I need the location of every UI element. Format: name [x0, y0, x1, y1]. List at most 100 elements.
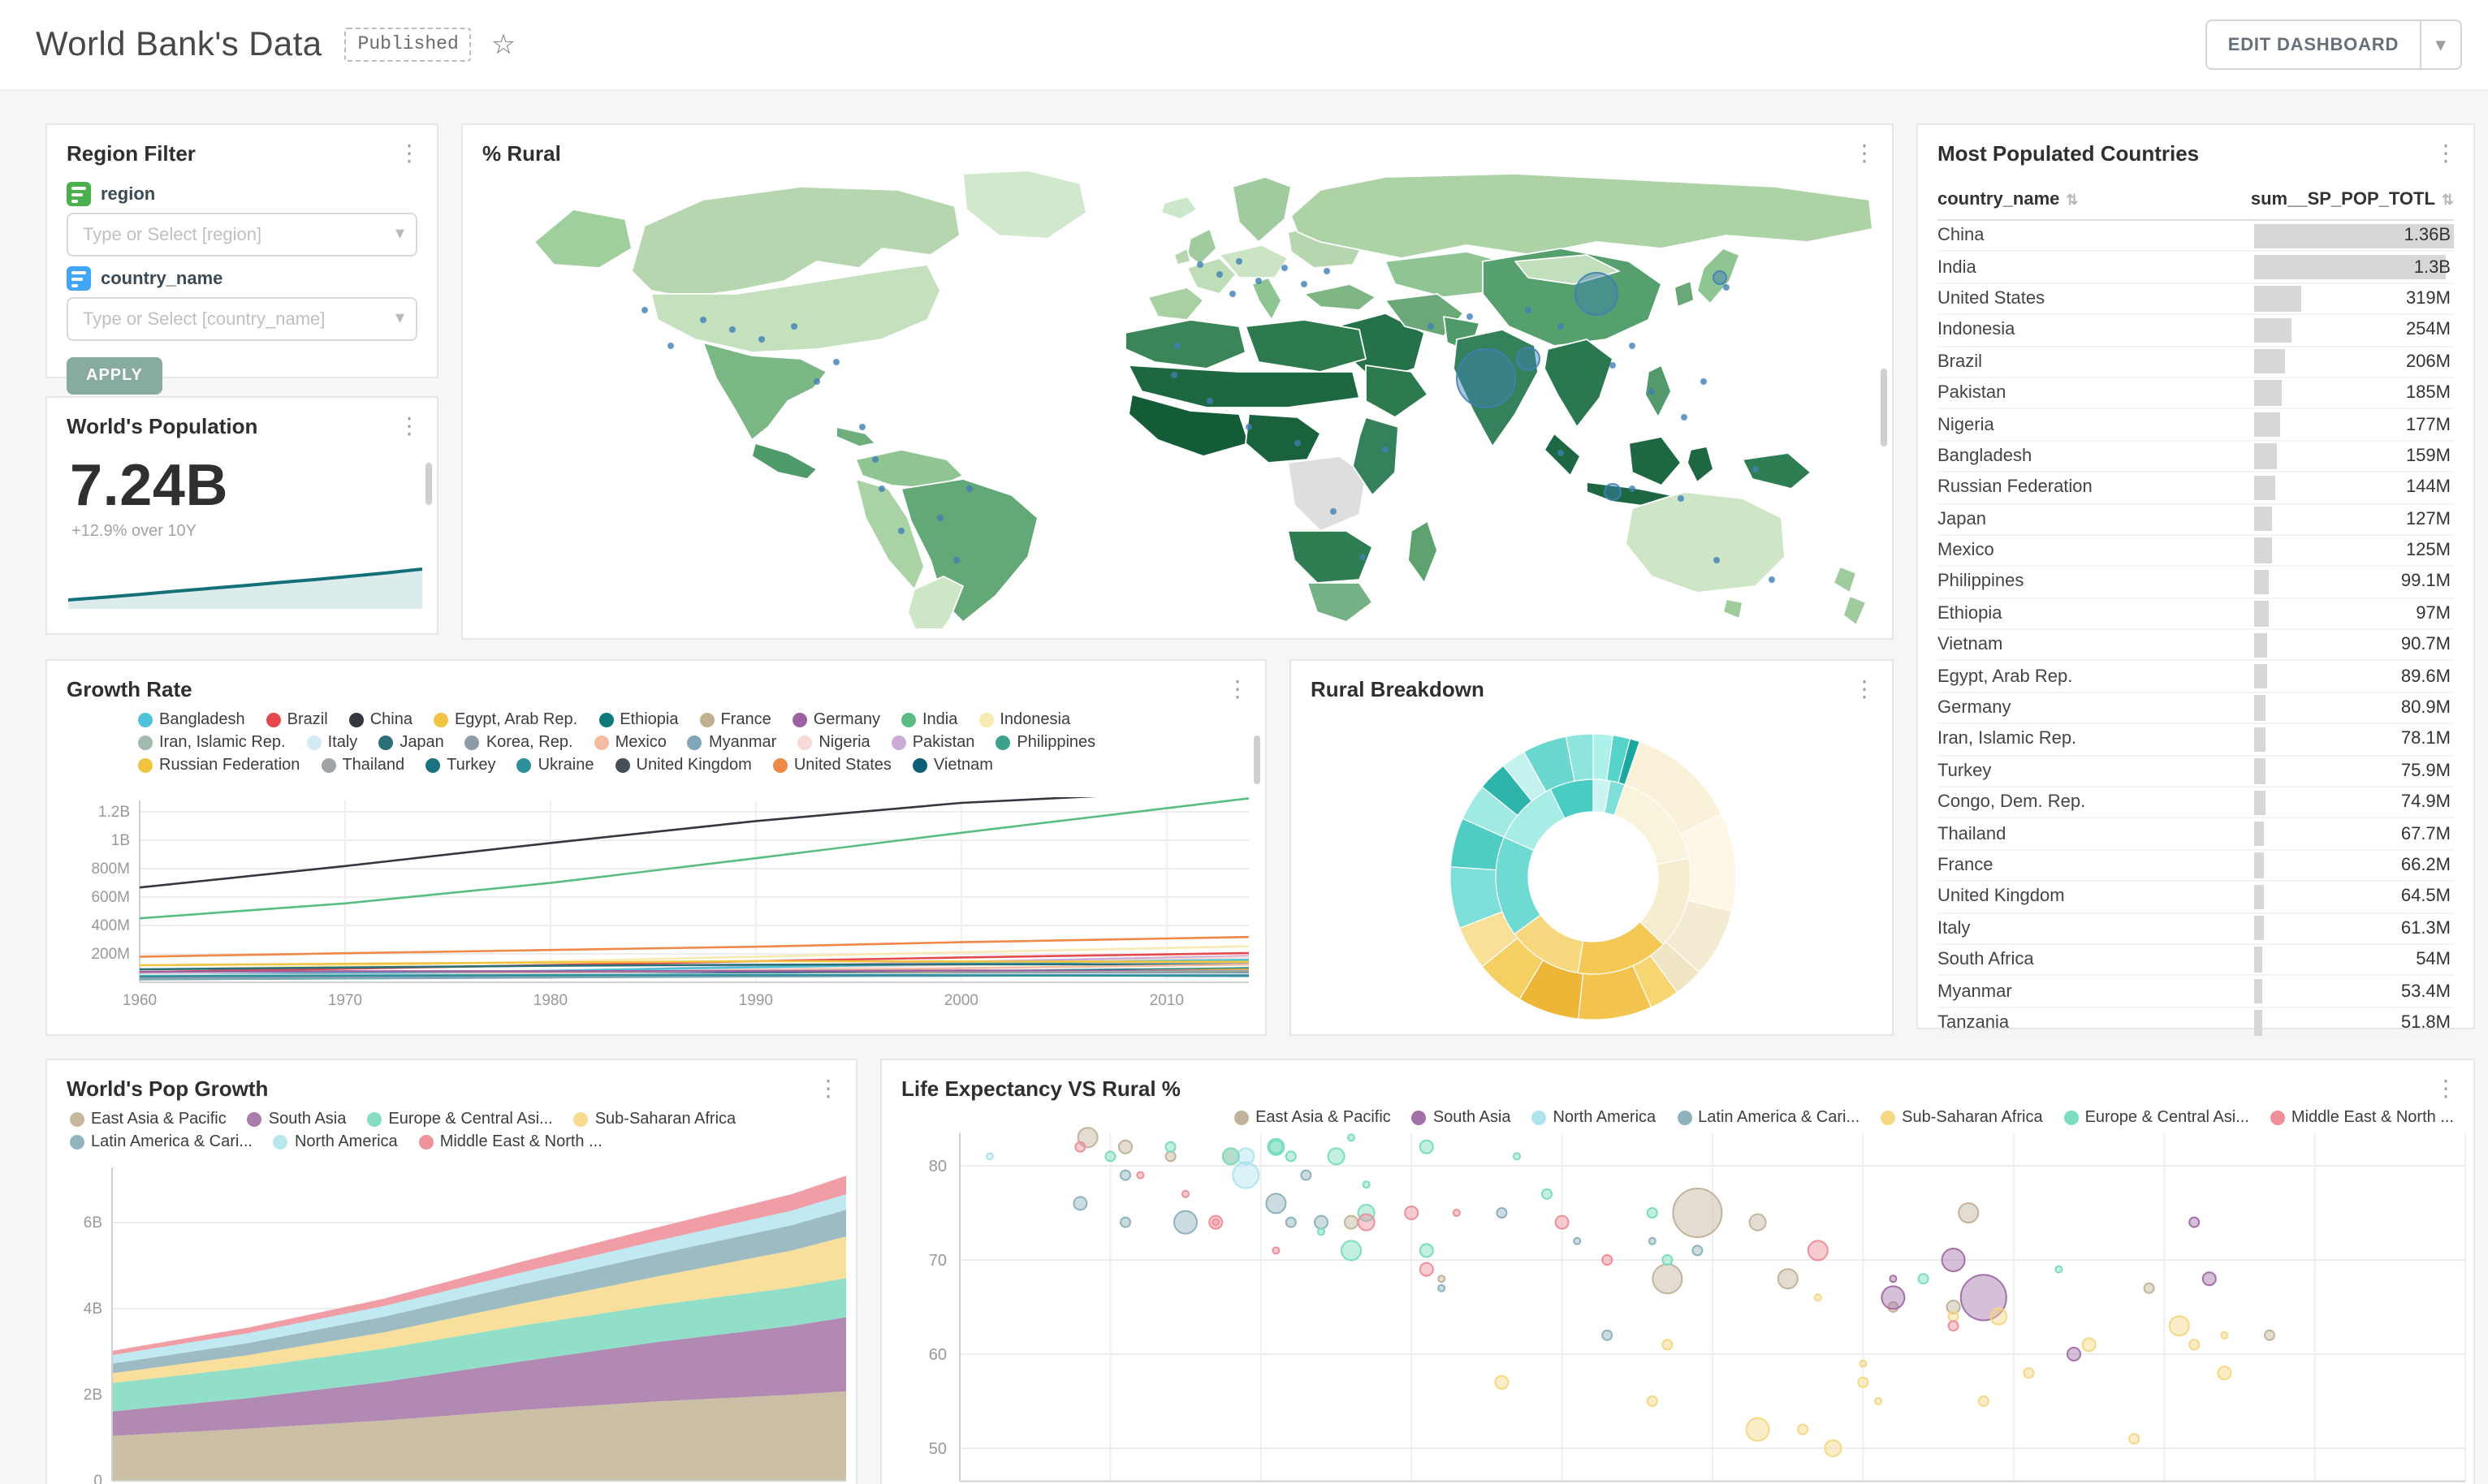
legend-item-north-america[interactable]: North America — [1531, 1109, 1656, 1127]
legend-item-indonesia[interactable]: Indonesia — [978, 711, 1070, 729]
card-menu-icon[interactable]: ⋮ — [398, 140, 421, 166]
card-menu-icon[interactable]: ⋮ — [1853, 140, 1876, 166]
legend-item-sub-saharan-africa[interactable]: Sub-Saharan Africa — [573, 1111, 736, 1128]
population-value: 254M — [2405, 320, 2451, 340]
legend-item-united-states[interactable]: United States — [772, 757, 892, 774]
country-cell: Philippines — [1937, 572, 2024, 592]
legend-item-russian-federation[interactable]: Russian Federation — [138, 757, 300, 774]
legend-item-latin-america-cari-[interactable]: Latin America & Cari... — [70, 1133, 253, 1151]
legend-label: Europe & Central Asi... — [2084, 1109, 2249, 1127]
population-sparkline-chart[interactable] — [68, 554, 422, 612]
scrollbar[interactable] — [1881, 369, 1887, 446]
population-bar — [2254, 601, 2269, 627]
svg-text:60: 60 — [1854, 1482, 1872, 1484]
legend-label: East Asia & Pacific — [1255, 1109, 1391, 1127]
legend-item-germany[interactable]: Germany — [792, 711, 880, 729]
legend-item-middle-east-north-[interactable]: Middle East & North ... — [418, 1133, 603, 1151]
card-menu-icon[interactable]: ⋮ — [817, 1075, 840, 1101]
card-menu-icon[interactable]: ⋮ — [2434, 140, 2457, 166]
header-menu-button[interactable]: ▾ — [2421, 19, 2462, 70]
population-bar — [2254, 569, 2269, 595]
legend-label: Myanmar — [708, 734, 777, 752]
population-value: 64.5M — [2400, 887, 2451, 907]
card-most-populated: Most Populated Countries ⋮ country_name … — [1916, 123, 2475, 1040]
country-cell: Pakistan — [1937, 383, 2006, 403]
table-row: Thailand 67.7M — [1937, 819, 2454, 851]
legend-item-brazil[interactable]: Brazil — [266, 711, 328, 729]
legend-item-italy[interactable]: Italy — [306, 734, 357, 752]
table-row: Germany 80.9M — [1937, 693, 2454, 725]
column-header-country[interactable]: country_name ⇅ — [1937, 190, 2251, 209]
population-bar — [2254, 1010, 2262, 1036]
legend-item-east-asia-pacific[interactable]: East Asia & Pacific — [1234, 1109, 1391, 1127]
rural-breakdown-chart[interactable] — [1291, 711, 1895, 1036]
legend-item-united-kingdom[interactable]: United Kingdom — [615, 757, 752, 774]
legend-item-japan[interactable]: Japan — [378, 734, 444, 752]
legend-item-south-asia[interactable]: South Asia — [1411, 1109, 1510, 1127]
card-menu-icon[interactable]: ⋮ — [2434, 1075, 2457, 1101]
svg-text:70: 70 — [2005, 1482, 2023, 1484]
legend-item-vietnam[interactable]: Vietnam — [912, 757, 993, 774]
legend-dot — [1411, 1111, 1427, 1125]
pop-growth-chart[interactable]: 0 2B 4B 6B 1960 1970 1980 1990 2000 2010 — [47, 1161, 859, 1484]
population-delta: +12.9% over 10Y — [71, 523, 197, 541]
country-select[interactable]: ▾ — [67, 297, 417, 341]
legend-dot — [306, 736, 322, 750]
country-select-input[interactable] — [67, 297, 417, 341]
legend-item-ukraine[interactable]: Ukraine — [516, 757, 594, 774]
legend-dot — [70, 1112, 84, 1127]
legend-item-india[interactable]: India — [901, 711, 957, 729]
legend-item-europe-central-asi-[interactable]: Europe & Central Asi... — [367, 1111, 553, 1128]
card-menu-icon[interactable]: ⋮ — [1853, 675, 1876, 701]
column-header-population[interactable]: sum__SP_POP_TOTL ⇅ — [2251, 190, 2454, 209]
legend-item-pakistan[interactable]: Pakistan — [891, 734, 974, 752]
population-cell: 80.9M — [2254, 693, 2454, 723]
country-cell: Nigeria — [1937, 415, 1994, 435]
population-value: 206M — [2405, 352, 2451, 372]
world-map-chart[interactable] — [476, 170, 1882, 628]
legend-item-latin-america-cari-[interactable]: Latin America & Cari... — [1677, 1109, 1860, 1127]
legend-item-france[interactable]: France — [699, 711, 771, 729]
legend-item-middle-east-north-[interactable]: Middle East & North ... — [2270, 1109, 2454, 1127]
table-row: China 1.36B — [1937, 221, 2454, 252]
table-row: Bangladesh 159M — [1937, 441, 2454, 473]
legend-label: South Asia — [268, 1111, 347, 1128]
legend-dot — [138, 758, 153, 773]
status-badge[interactable]: Published — [344, 28, 472, 62]
region-select[interactable]: ▾ — [67, 213, 417, 257]
legend-item-korea-rep-[interactable]: Korea, Rep. — [464, 734, 573, 752]
legend-item-north-america[interactable]: North America — [273, 1133, 398, 1151]
country-cell: Mexico — [1937, 541, 1994, 561]
region-select-input[interactable] — [67, 213, 417, 257]
svg-text:1980: 1980 — [533, 992, 568, 1009]
legend-item-turkey[interactable]: Turkey — [425, 757, 496, 774]
life-expectancy-chart[interactable]: 0 10 20 30 40 50 60 70 80 90 100 80 70 60 50 — [882, 1125, 2477, 1484]
apply-button[interactable]: APPLY — [67, 357, 162, 395]
legend-item-myanmar[interactable]: Myanmar — [687, 734, 777, 752]
legend-item-east-asia-pacific[interactable]: East Asia & Pacific — [70, 1111, 227, 1128]
population-cell: 254M — [2254, 315, 2454, 345]
card-menu-icon[interactable]: ⋮ — [1226, 675, 1249, 701]
legend-item-nigeria[interactable]: Nigeria — [797, 734, 870, 752]
legend-item-bangladesh[interactable]: Bangladesh — [138, 711, 245, 729]
population-bar — [2254, 695, 2266, 721]
favorite-star-icon[interactable]: ☆ — [490, 28, 516, 59]
legend-item-sub-saharan-africa[interactable]: Sub-Saharan Africa — [1881, 1109, 2043, 1127]
legend-item-ethiopia[interactable]: Ethiopia — [598, 711, 678, 729]
edit-dashboard-button[interactable]: EDIT DASHBOARD — [2205, 19, 2422, 70]
legend-item-europe-central-asi-[interactable]: Europe & Central Asi... — [2063, 1109, 2249, 1127]
column-header-label: sum__SP_POP_TOTL — [2250, 190, 2435, 209]
chevron-down-icon: ▾ — [2436, 36, 2446, 55]
growth-rate-chart[interactable]: 200M 400M 600M 800M 1B 1.2B 1960 1970 1980 1990 20… — [47, 797, 1268, 1025]
legend-item-iran-islamic-rep-[interactable]: Iran, Islamic Rep. — [138, 734, 286, 752]
card-menu-icon[interactable]: ⋮ — [398, 412, 421, 438]
legend-item-egypt-arab-rep-[interactable]: Egypt, Arab Rep. — [433, 711, 577, 729]
legend-item-south-asia[interactable]: South Asia — [247, 1111, 347, 1128]
legend-dot — [433, 713, 448, 727]
scrollbar[interactable] — [425, 463, 432, 505]
legend-item-philippines[interactable]: Philippines — [996, 734, 1095, 752]
legend-item-thailand[interactable]: Thailand — [321, 757, 404, 774]
legend-item-mexico[interactable]: Mexico — [594, 734, 667, 752]
legend-item-china[interactable]: China — [348, 711, 413, 729]
scrollbar[interactable] — [1254, 736, 1260, 784]
